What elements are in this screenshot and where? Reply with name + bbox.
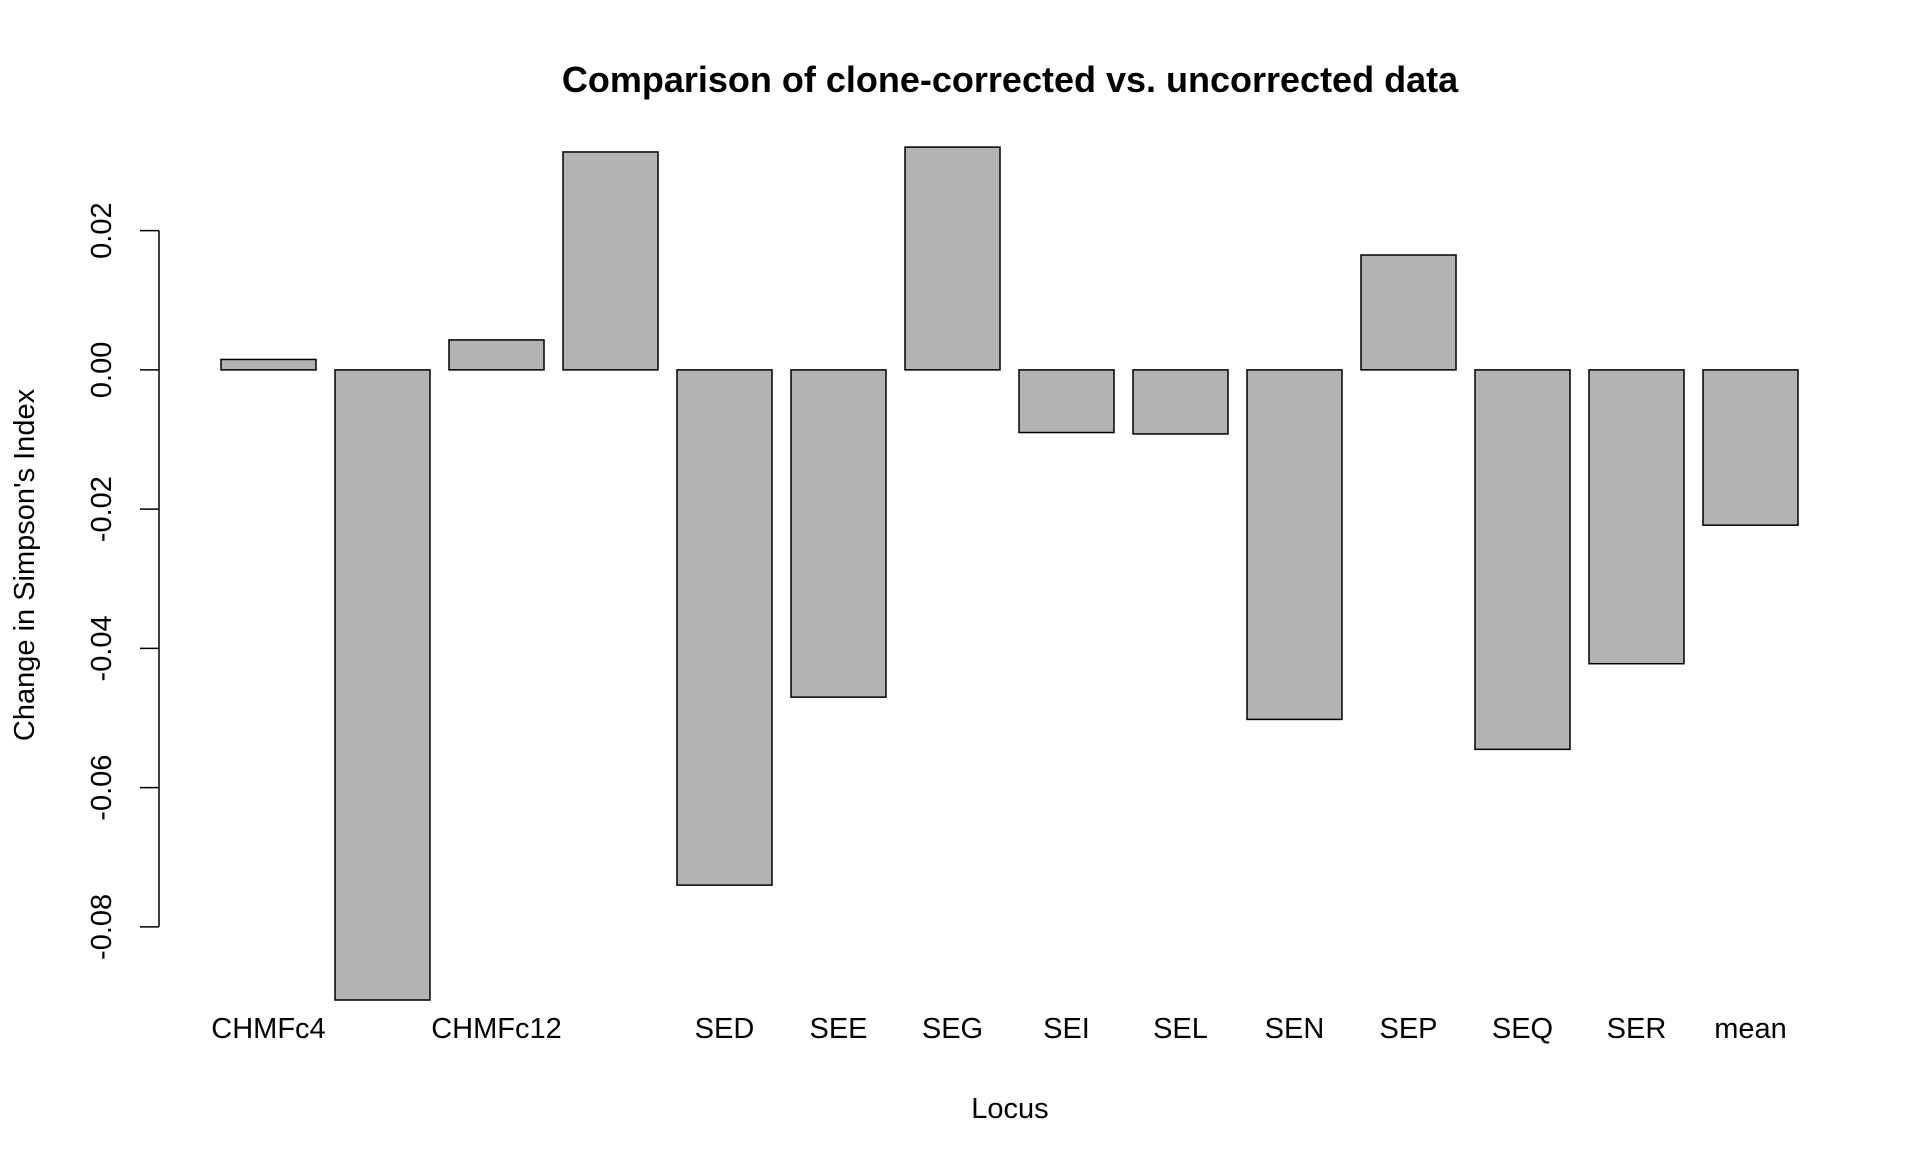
category-label: SER bbox=[1607, 1013, 1667, 1045]
y-tick-label: -0.04 bbox=[86, 615, 118, 681]
category-label: SEN bbox=[1265, 1013, 1325, 1045]
bar-unlabeled-1 bbox=[334, 369, 431, 1001]
bar-ser bbox=[1588, 369, 1685, 665]
bar-seg bbox=[904, 146, 1001, 371]
bars-group bbox=[220, 146, 1799, 1001]
y-axis: -0.08 -0.06 -0.04 -0.02 0.00 0.02 bbox=[86, 202, 160, 960]
bar-seq bbox=[1474, 369, 1571, 751]
bar-mean bbox=[1702, 369, 1799, 526]
bar-sed bbox=[676, 369, 773, 886]
category-labels-group: CHMFc4 CHMFc12 SED SEE SEG SEI SEL SEN SEP SEQ SER… bbox=[211, 1013, 1786, 1045]
category-label: SEL bbox=[1153, 1013, 1208, 1045]
category-label: SEE bbox=[809, 1013, 867, 1045]
y-tick-label: -0.02 bbox=[86, 476, 118, 542]
y-tick-label: -0.06 bbox=[86, 755, 118, 821]
bar-chmfc12 bbox=[448, 339, 545, 371]
category-label: SEQ bbox=[1492, 1013, 1553, 1045]
bar-chmfc4 bbox=[220, 358, 317, 371]
y-tick-label: -0.08 bbox=[86, 894, 118, 960]
category-label: SED bbox=[695, 1013, 755, 1045]
category-label: SEI bbox=[1043, 1013, 1090, 1045]
bar-sep bbox=[1360, 254, 1457, 371]
category-label: SEG bbox=[922, 1013, 983, 1045]
bar-see bbox=[790, 369, 887, 698]
y-tick-label: 0.02 bbox=[86, 202, 118, 258]
x-axis-label: Locus bbox=[971, 1093, 1048, 1125]
bar-sei bbox=[1018, 369, 1115, 434]
bar-sen bbox=[1246, 369, 1343, 721]
bar-sel bbox=[1132, 369, 1229, 435]
category-label: CHMFc12 bbox=[431, 1013, 562, 1045]
y-axis-label: Change in Simpson's Index bbox=[9, 388, 41, 741]
category-label: mean bbox=[1714, 1013, 1787, 1045]
y-tick-label: 0.00 bbox=[86, 342, 118, 398]
chart-title: Comparison of clone-corrected vs. uncorr… bbox=[562, 59, 1459, 100]
category-label: SEP bbox=[1379, 1013, 1437, 1045]
bar-unlabeled-3 bbox=[562, 151, 659, 371]
category-label: CHMFc4 bbox=[211, 1013, 325, 1045]
